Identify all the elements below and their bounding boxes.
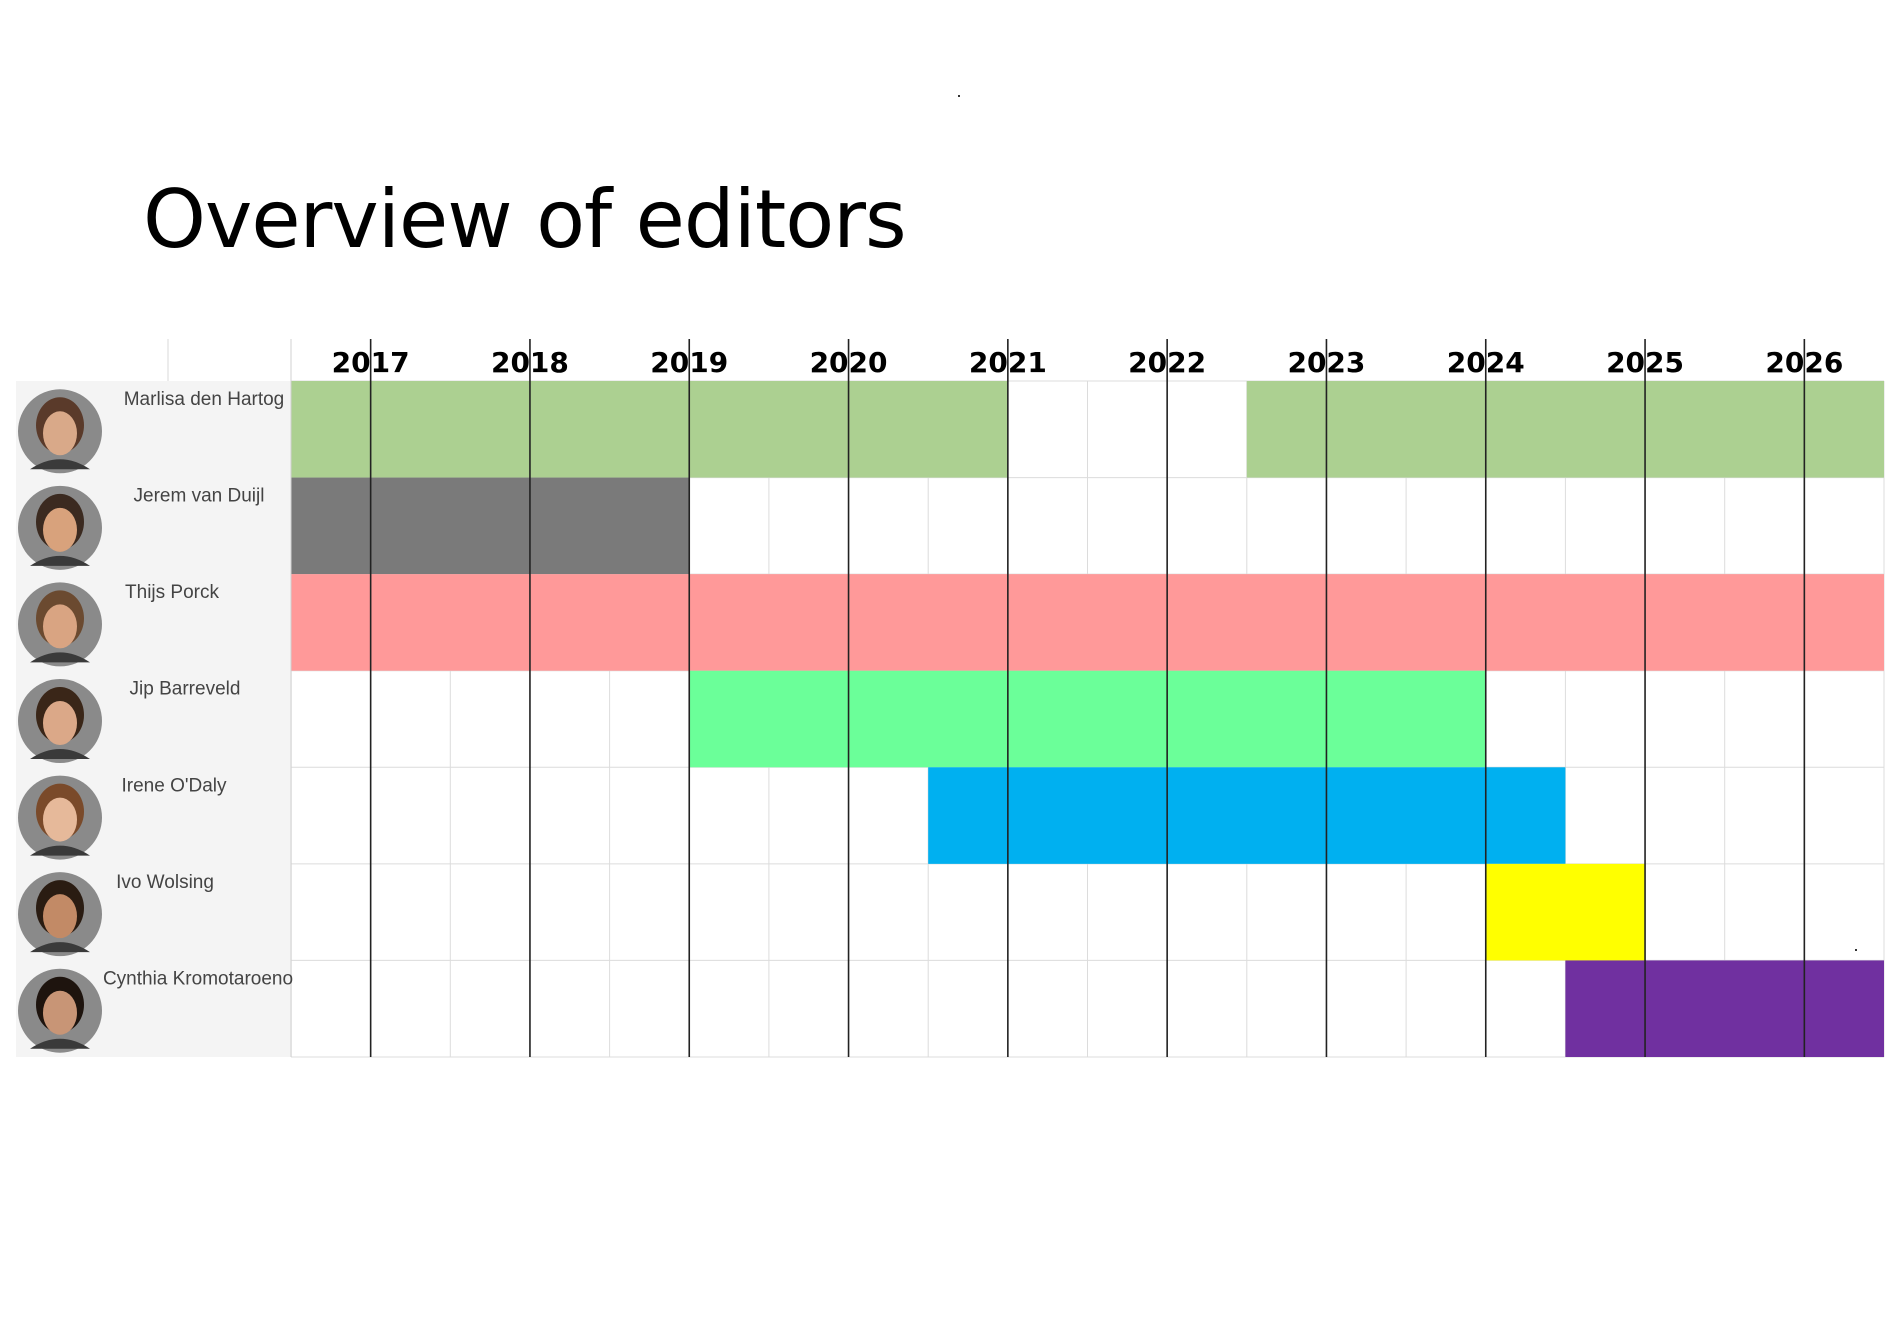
avatar xyxy=(18,389,102,474)
editor-row: Marlisa den Hartog xyxy=(18,389,285,474)
year-label-2023: 2023 xyxy=(1287,346,1365,379)
avatar-shoulders xyxy=(30,845,90,856)
editor-row: Cynthia Kromotaroeno xyxy=(18,968,293,1053)
editor-bars xyxy=(291,381,1884,1057)
avatar-face xyxy=(43,894,77,939)
editor-row: Irene O'Daly xyxy=(18,775,227,860)
year-label-2024: 2024 xyxy=(1447,346,1525,379)
avatar-face xyxy=(43,604,77,649)
avatar-face xyxy=(43,507,77,552)
editor-bar xyxy=(928,767,1566,864)
editor-name: Jip Barreveld xyxy=(130,679,241,700)
year-labels: 2017 2018 2019 2020 2021 2022 2023 2024 2025 2026 xyxy=(332,346,1844,379)
editor-row: Jip Barreveld xyxy=(18,679,240,763)
editor-bar xyxy=(291,381,1008,478)
editor-name: Marlisa den Hartog xyxy=(124,389,285,410)
year-label-2026: 2026 xyxy=(1765,346,1843,379)
editor-name: Ivo Wolsing xyxy=(116,872,214,893)
avatar-shoulders xyxy=(30,459,90,470)
editor-name: Thijs Porck xyxy=(125,582,219,603)
editor-row: Thijs Porck xyxy=(18,582,219,667)
avatar-face xyxy=(43,990,77,1035)
avatar xyxy=(18,775,102,860)
year-label-2019: 2019 xyxy=(650,346,728,379)
avatar xyxy=(18,679,102,763)
year-label-2018: 2018 xyxy=(491,346,569,379)
page-title: Overview of editors xyxy=(143,173,907,266)
editor-row: Jerem van Duijl xyxy=(18,486,264,570)
avatar-shoulders xyxy=(30,555,90,566)
avatar-shoulders xyxy=(30,652,90,663)
year-label-2020: 2020 xyxy=(810,346,888,379)
year-label-2022: 2022 xyxy=(1128,346,1206,379)
avatar-shoulders xyxy=(30,942,90,953)
year-label-2021: 2021 xyxy=(969,346,1047,379)
year-label-2025: 2025 xyxy=(1606,346,1684,379)
editor-rows: Marlisa den Hartog Jerem van Duijl Thijs P… xyxy=(18,389,293,1053)
avatar xyxy=(18,485,102,570)
stray-mark xyxy=(958,95,960,97)
editor-bar xyxy=(1246,381,1884,478)
editor-name: Irene O'Daly xyxy=(121,775,227,796)
editor-bar xyxy=(1485,863,1646,961)
avatar xyxy=(18,872,102,957)
year-label-2017: 2017 xyxy=(332,346,410,379)
avatar-shoulders xyxy=(30,1038,90,1049)
avatar-face xyxy=(43,411,77,456)
editor-bar xyxy=(689,670,1486,768)
avatar xyxy=(18,968,102,1053)
avatar-face xyxy=(43,701,77,745)
editor-name: Cynthia Kromotaroeno xyxy=(103,968,293,989)
avatar xyxy=(18,582,102,667)
year-separators xyxy=(290,339,1806,1057)
editor-bar xyxy=(291,477,690,575)
editor-name: Jerem van Duijl xyxy=(134,486,265,507)
avatar-shoulders xyxy=(30,749,90,759)
editor-bar xyxy=(1565,960,1884,1057)
editor-bar xyxy=(291,574,1884,671)
stray-mark xyxy=(1855,949,1857,951)
editor-row: Ivo Wolsing xyxy=(18,872,214,957)
avatar-face xyxy=(43,797,77,842)
